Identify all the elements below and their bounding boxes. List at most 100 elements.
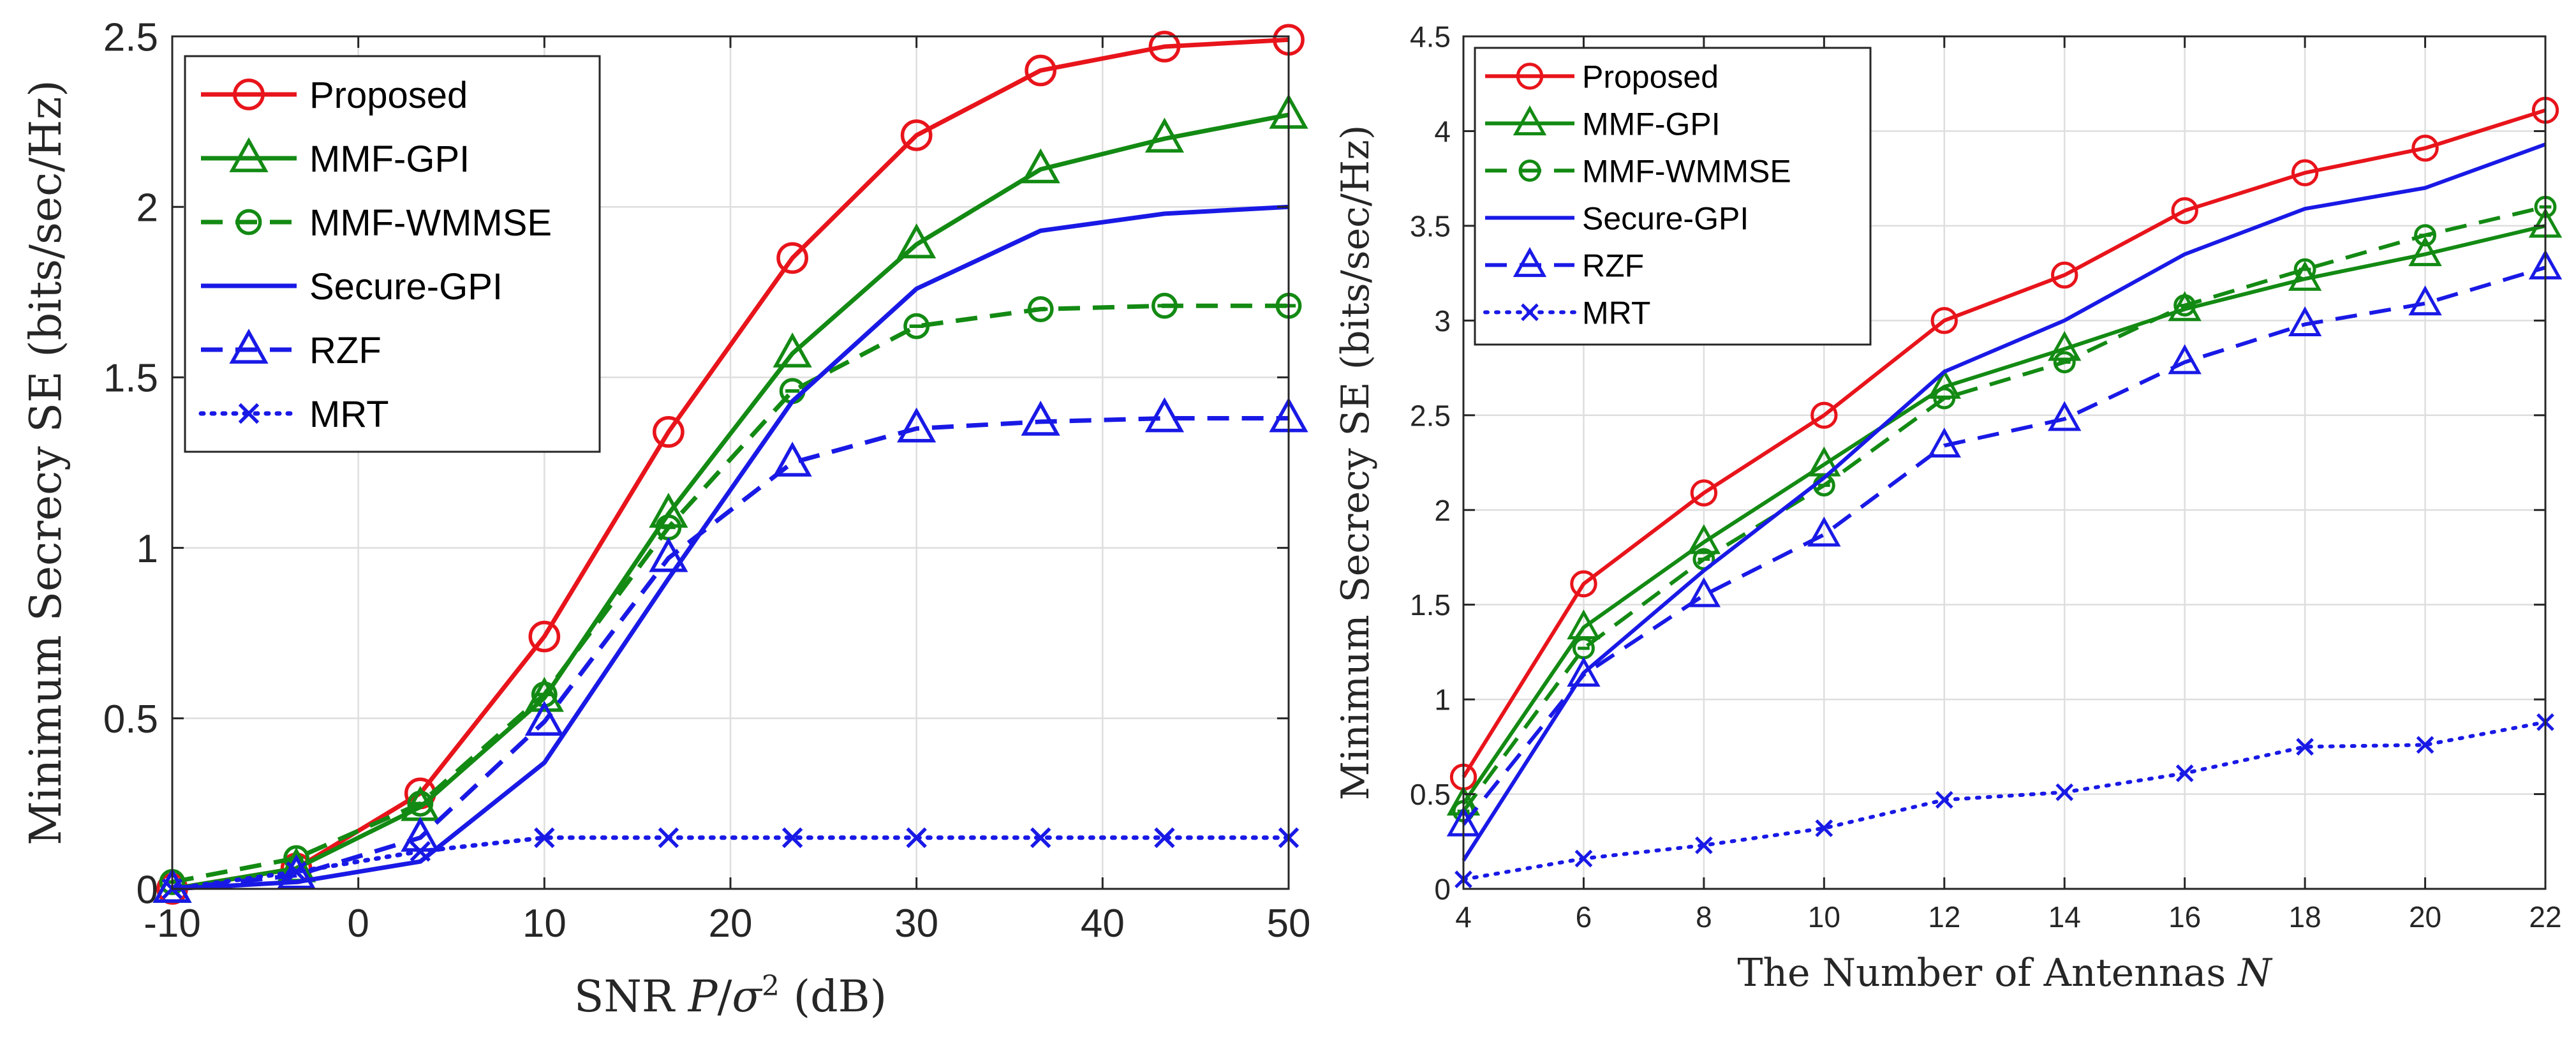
series-rzf (152, 397, 1308, 903)
x-tick-label: 10 (522, 902, 566, 946)
x-tick-label: 10 (1808, 900, 1840, 934)
legend-marker (1516, 63, 1544, 90)
legend-label: Proposed (309, 75, 468, 116)
data-point-rzf (897, 407, 936, 443)
data-point-rzf (1687, 577, 1721, 607)
series-line-secure-gpi (1462, 142, 2547, 862)
data-point-mrt (1935, 791, 1953, 809)
data-point-rzf (152, 868, 192, 903)
legend-entry-mrt: MRT (1483, 295, 1650, 331)
legend-label: Proposed (1582, 59, 1719, 94)
marker-x-stroke (238, 403, 260, 424)
data-point-mmf-wmmse (407, 790, 434, 817)
series-line-mrt (170, 835, 1291, 891)
data-point-mrt (781, 827, 803, 849)
series-secure-gpi (1462, 142, 2547, 862)
data-point-mmf-wmmse (2293, 258, 2316, 281)
marker-x-stroke (2416, 736, 2434, 754)
marker-x-stroke (781, 827, 803, 849)
series-group (1446, 96, 2563, 889)
x-tick-label: 20 (709, 902, 753, 946)
data-point-mrt (658, 827, 679, 849)
marker-x-stroke (1574, 849, 1593, 868)
data-point-mmf-gpi (2408, 236, 2442, 267)
data-point-mmf-wmmse (903, 313, 930, 339)
y-tick-label: 1 (137, 527, 158, 571)
data-point-mrt (286, 861, 307, 882)
data-point-mrt (2175, 764, 2194, 782)
legend-entry-proposed: Proposed (201, 75, 468, 116)
legend-entry-secure-gpi: Secure-GPI (201, 266, 503, 308)
marker-x-stroke (410, 840, 431, 862)
legend-label: MMF-GPI (1582, 106, 1721, 142)
data-point-proposed (653, 416, 685, 448)
data-point-rzf (1021, 400, 1060, 436)
legend-box (184, 55, 601, 453)
data-point-proposed (1570, 570, 1597, 598)
data-point-mmf-wmmse (1027, 296, 1054, 322)
y-tick-label: 0.5 (103, 697, 158, 741)
marker-circle (2414, 224, 2437, 247)
legend-box (1474, 47, 1872, 346)
x-tick-label: -10 (144, 902, 201, 946)
data-point-mmf-wmmse (2173, 294, 2196, 317)
data-point-mmf-gpi (2048, 331, 2082, 361)
legend-label: MMF-WMMSE (309, 202, 552, 244)
legend-entry-rzf: RZF (201, 329, 381, 371)
legend-entry-mmf-wmmse: MMF-WMMSE (201, 202, 552, 244)
legend-marker (235, 209, 262, 235)
data-point-mrt (1030, 827, 1051, 849)
x-tick-label: 4 (1455, 900, 1472, 934)
legend-marker (1513, 105, 1547, 136)
legend-entry-mmf-gpi: MMF-GPI (201, 137, 470, 180)
xlabel-part: The Number of Antennas (1737, 951, 2238, 995)
marker-x-stroke (1154, 827, 1175, 849)
data-point-proposed (2171, 197, 2198, 225)
legend-marker (229, 137, 269, 172)
legend-marker (238, 403, 260, 424)
marker-circle (903, 313, 930, 339)
x-axis-label: SNR P/σ2 (dB) (574, 970, 887, 1023)
x-tick-label: 40 (1081, 902, 1125, 946)
y-tick-label: 2.5 (103, 15, 158, 59)
data-point-proposed (1148, 31, 1181, 63)
data-point-mrt (1695, 836, 1713, 854)
legend-entry-secure-gpi: Secure-GPI (1485, 200, 1749, 236)
data-point-rzf (1567, 657, 1601, 687)
legend-entry-mmf-gpi: MMF-GPI (1485, 105, 1721, 142)
xlabel-part: N (2237, 951, 2273, 995)
series-line-secure-gpi (172, 204, 1289, 891)
legend-marker (1521, 303, 1539, 322)
data-point-proposed (776, 242, 808, 274)
y-axis-label: Minimum Secrecy SE (bits/sec/Hz) (21, 80, 71, 845)
y-tick-label: 4 (1434, 115, 1451, 148)
series-secure-gpi (172, 204, 1289, 891)
marker-x-stroke (286, 861, 307, 882)
data-point-mrt (1815, 819, 1833, 837)
data-point-rzf (2048, 401, 2082, 431)
xlabel-part: / (718, 972, 732, 1022)
marker-x-stroke (1695, 836, 1713, 854)
x-tick-label: 30 (894, 902, 938, 946)
series-line-rzf (172, 416, 1289, 891)
y-tick-label: 4.5 (1410, 20, 1451, 54)
data-point-mrt (534, 827, 555, 849)
data-point-proposed (2411, 134, 2439, 162)
x-tick-label: 12 (1928, 900, 1960, 934)
data-point-proposed (528, 620, 561, 653)
marker-circle (407, 790, 434, 817)
data-point-mmf-wmmse (1933, 387, 1956, 410)
marker-circle (1027, 296, 1054, 322)
data-point-rzf (773, 442, 812, 477)
data-point-rzf (649, 537, 688, 572)
y-tick-label: 3 (1434, 304, 1451, 338)
data-point-mrt (1154, 827, 1175, 849)
marker-x-stroke (2296, 738, 2314, 756)
data-point-rzf (1144, 397, 1185, 433)
marker-x-stroke (1935, 791, 1953, 809)
data-point-proposed (1690, 479, 1718, 507)
series-line-mmf-wmmse (172, 303, 1289, 884)
xlabel-part: σ (732, 972, 762, 1022)
